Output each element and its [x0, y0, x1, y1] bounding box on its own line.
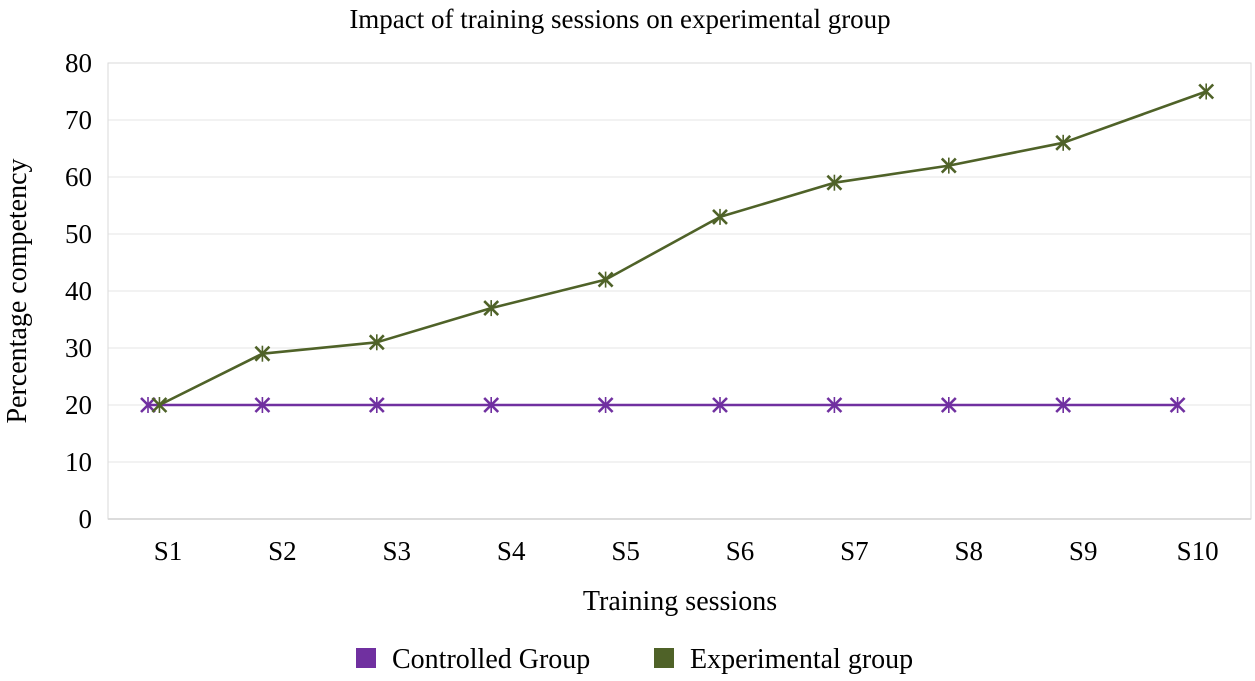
- series-line: [158, 90, 1207, 407]
- y-axis-ticks: 0 10 20 30 40 50 60 70 80: [65, 48, 92, 534]
- data-point: [1055, 397, 1072, 413]
- data-point: [826, 397, 843, 413]
- data-point: [597, 271, 614, 288]
- data-point: [151, 397, 168, 413]
- data-point: [826, 174, 843, 191]
- chart-title: Impact of training sessions on experimen…: [349, 4, 890, 34]
- data-point: [712, 208, 728, 225]
- x-tick-label: S3: [383, 536, 412, 566]
- legend-swatch: [356, 648, 376, 668]
- legend-label: Experimental group: [690, 644, 913, 675]
- y-tick-label: 40: [65, 276, 92, 306]
- x-tick-label: S6: [726, 536, 755, 566]
- y-tick-label: 60: [65, 162, 92, 192]
- data-point: [1055, 134, 1072, 151]
- data-point: [483, 300, 500, 317]
- data-point: [254, 397, 271, 413]
- data-point: [1169, 397, 1186, 413]
- x-tick-label: S1: [154, 536, 183, 566]
- y-tick-label: 50: [65, 219, 92, 249]
- data-point: [1198, 83, 1215, 100]
- data-point: [712, 397, 728, 413]
- x-tick-label: S7: [840, 536, 869, 566]
- x-tick-label: S10: [1177, 536, 1219, 566]
- y-tick-label: 30: [65, 333, 92, 363]
- x-tick-label: S8: [955, 536, 984, 566]
- data-point: [483, 397, 500, 413]
- series-experimental: [151, 83, 1215, 413]
- series-controlled: [140, 397, 1186, 413]
- y-tick-label: 10: [65, 447, 92, 477]
- y-tick-label: 80: [65, 48, 92, 78]
- y-axis-label: Percentage competency: [2, 158, 33, 423]
- data-point: [368, 397, 385, 413]
- x-tick-label: S5: [611, 536, 640, 566]
- x-tick-label: S9: [1069, 536, 1098, 566]
- data-point: [140, 397, 156, 413]
- x-tick-label: S2: [268, 536, 297, 566]
- data-point: [597, 397, 614, 413]
- series-lines: [140, 83, 1215, 413]
- gridlines: [108, 62, 1251, 520]
- y-tick-label: 0: [79, 504, 93, 534]
- data-point: [368, 334, 385, 351]
- legend-item: Experimental group: [654, 644, 913, 675]
- legend-item: Controlled Group: [356, 644, 590, 675]
- x-tick-label: S4: [497, 536, 526, 566]
- data-point: [254, 345, 271, 362]
- legend-label: Controlled Group: [392, 644, 590, 675]
- y-tick-label: 20: [65, 390, 92, 420]
- data-point: [940, 157, 957, 174]
- legend-swatch: [654, 648, 674, 668]
- legend: Controlled Group Experimental group: [356, 644, 913, 675]
- data-point: [940, 397, 957, 413]
- x-axis-ticks: S1 S2 S3 S4 S5 S6 S7 S8 S9 S10: [154, 536, 1219, 566]
- y-tick-label: 70: [65, 105, 92, 135]
- x-axis-label: Training sessions: [583, 586, 777, 617]
- plot-area-border: [107, 62, 1252, 520]
